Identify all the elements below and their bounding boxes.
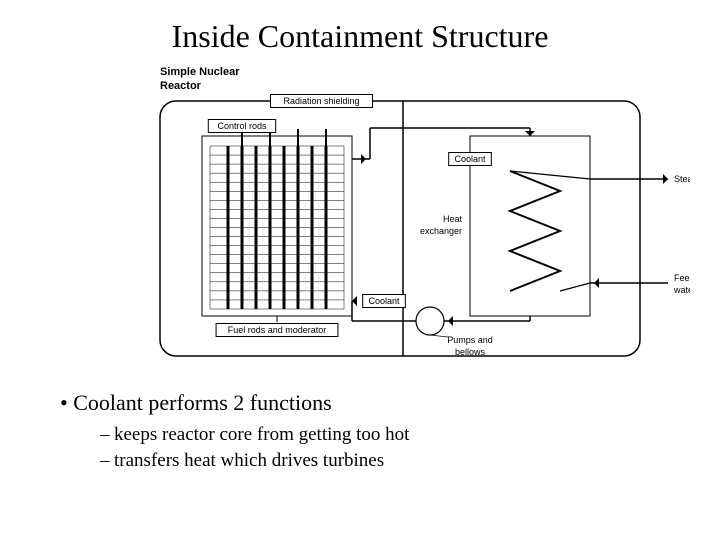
bullet-list: • Coolant performs 2 functions –keeps re…: [60, 390, 720, 472]
diagram-svg: Simple Nuclear Reactor Radiation shielding…: [130, 61, 690, 361]
svg-text:Steam: Steam: [674, 174, 690, 184]
svg-text:Feeder: Feeder: [674, 273, 690, 283]
svg-text:Pumps and: Pumps and: [447, 335, 493, 345]
sub-bullet-1-text: keeps reactor core from getting too hot: [114, 424, 409, 445]
svg-text:Coolant: Coolant: [454, 154, 486, 164]
page-title: Inside Containment Structure: [0, 18, 720, 55]
svg-text:Reactor: Reactor: [160, 80, 202, 92]
svg-text:Heat: Heat: [443, 214, 463, 224]
svg-text:Simple Nuclear: Simple Nuclear: [160, 66, 240, 78]
svg-text:exchanger: exchanger: [420, 226, 462, 236]
bullet-1-text: Coolant performs 2 functions: [73, 390, 331, 415]
svg-text:Radiation shielding: Radiation shielding: [283, 96, 359, 106]
sub-bullet-2: –transfers heat which drives turbines: [100, 450, 720, 472]
svg-text:Coolant: Coolant: [368, 296, 400, 306]
sub-bullet-2-text: transfers heat which drives turbines: [114, 450, 384, 471]
reactor-diagram: Simple Nuclear Reactor Radiation shielding…: [130, 61, 690, 366]
bullet-1: • Coolant performs 2 functions: [60, 390, 720, 416]
svg-text:bellows: bellows: [455, 347, 486, 357]
svg-text:Control rods: Control rods: [217, 121, 267, 131]
sub-bullet-1: –keeps reactor core from getting too hot: [100, 424, 720, 446]
svg-text:Fuel rods and moderator: Fuel rods and moderator: [228, 325, 327, 335]
svg-text:water: water: [673, 285, 690, 295]
